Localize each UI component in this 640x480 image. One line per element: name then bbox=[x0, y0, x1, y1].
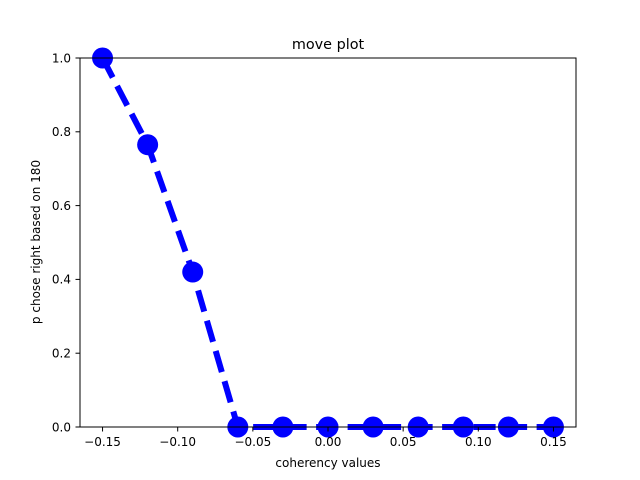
x-axis-label: coherency values bbox=[275, 456, 380, 470]
y-tick-label: 0.2 bbox=[52, 347, 71, 361]
y-tick-label: 1.0 bbox=[52, 51, 71, 65]
x-tick-label: 0.00 bbox=[315, 435, 342, 449]
y-tick-label: 0.6 bbox=[52, 199, 71, 213]
chart-title: move plot bbox=[292, 37, 365, 53]
plot-area: −0.15 −0.10 −0.05 0.00 0.05 0.10 0.15 0.0 0.2 0.4… bbox=[52, 47, 577, 449]
x-tick-label: −0.05 bbox=[234, 435, 271, 449]
x-tick-label: 0.15 bbox=[540, 435, 567, 449]
y-axis-label: p chose right based on 180 bbox=[29, 160, 43, 324]
data-point bbox=[137, 134, 159, 156]
x-tick-label: 0.10 bbox=[465, 435, 492, 449]
y-tick-label: 0.8 bbox=[52, 125, 71, 139]
x-tick-label: 0.05 bbox=[390, 435, 417, 449]
x-tick-label: −0.10 bbox=[159, 435, 196, 449]
y-tick-label: 0.0 bbox=[52, 420, 71, 434]
y-tick-label: 0.4 bbox=[52, 273, 71, 287]
data-point bbox=[182, 261, 204, 283]
x-tick-label: −0.15 bbox=[84, 435, 121, 449]
